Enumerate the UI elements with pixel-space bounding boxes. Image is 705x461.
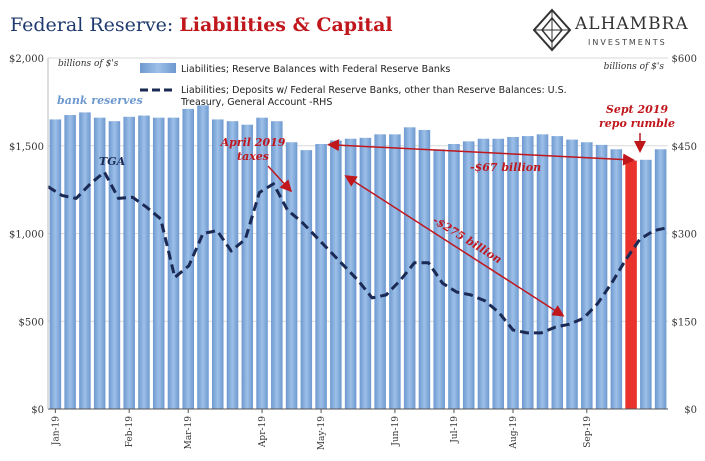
annotation-tga: TGA: [99, 155, 126, 168]
bar: [256, 117, 268, 410]
bar: [108, 121, 121, 410]
bar: [403, 127, 416, 409]
annotation-bank-reserves: bank reserves: [57, 94, 143, 107]
annotation-april-taxes-line2: taxes: [237, 150, 269, 163]
bar: [477, 138, 490, 410]
x-tick-label: Jun-19: [391, 416, 401, 447]
y2-tick-label: $150: [672, 317, 697, 328]
right-unit-label: billions of $'s: [604, 62, 665, 72]
y-tick-label: $2,000: [9, 54, 44, 65]
y-tick-label: $1,500: [9, 142, 44, 153]
bar: [359, 137, 372, 410]
bar: [285, 142, 298, 410]
bar: [640, 159, 652, 409]
bar: [418, 129, 431, 409]
x-tick-label: Feb-19: [125, 416, 135, 448]
annotation-repo-line2: repo rumble: [599, 117, 675, 130]
bar: [536, 134, 549, 409]
bar: [654, 149, 667, 409]
bar: [507, 136, 519, 409]
bar: [79, 112, 91, 409]
bar: [152, 117, 165, 410]
x-tick-label: Jul-19: [450, 416, 460, 444]
y2-tick-label: $450: [672, 142, 697, 153]
title-prefix: Federal Reserve:: [10, 14, 180, 36]
annotation-67b-arrow: [327, 139, 635, 166]
bar: [167, 117, 180, 410]
annotation-april-arrow: [267, 165, 293, 193]
tga-series-line: [47, 170, 669, 335]
y-tick-label: $0: [31, 405, 44, 416]
x-tick-label: May-19: [317, 416, 327, 450]
x-tick-label: Apr-19: [258, 416, 268, 448]
bar: [389, 134, 401, 409]
bar: [271, 121, 283, 410]
bar: [462, 141, 475, 410]
bar: [448, 143, 460, 409]
bar: [123, 116, 135, 409]
x-tick-label: Jan-19: [51, 416, 61, 447]
bar: [49, 119, 62, 410]
annotation-april-taxes-line1: April 2019: [220, 136, 286, 149]
bar: [226, 121, 239, 410]
legend-label-tga-line1: Liabilities; Deposits w/ Federal Reserve…: [181, 85, 567, 96]
legend: Liabilities; Reserve Balances with Feder…: [140, 63, 567, 108]
bar: [300, 150, 313, 409]
legend-label-bars: Liabilities; Reserve Balances with Feder…: [181, 64, 450, 75]
bar: [182, 108, 194, 410]
annotation-67b: -$67 billion: [470, 161, 541, 174]
legend-bar-swatch: [140, 63, 176, 73]
bar: [138, 115, 150, 410]
bar: [197, 105, 209, 409]
bar: [212, 119, 224, 410]
logo-name: ALHAMBRA: [575, 14, 689, 34]
bar: [610, 149, 623, 409]
alhambra-logo: ALHAMBRA INVESTMENTS: [532, 8, 697, 56]
x-tick-label: Mar-19: [184, 416, 194, 450]
bar: [93, 117, 106, 410]
bar: [595, 144, 608, 409]
x-tick-label: Sep-19: [583, 416, 593, 448]
bars-layer: [49, 105, 667, 410]
y2-tick-label: $300: [672, 230, 697, 241]
bar: [315, 143, 327, 409]
bar: [581, 142, 593, 410]
y2-tick-label: $0: [684, 405, 697, 416]
bar: [330, 140, 342, 410]
bar: [522, 136, 534, 409]
annotation-275b-arrow: [344, 175, 565, 317]
chart-title: Federal Reserve: Liabilities & Capital: [10, 14, 393, 36]
title-accent: Liabilities & Capital: [179, 14, 393, 36]
legend-label-tga-line2: Treasury, General Account -RHS: [180, 97, 332, 108]
logo-mark-icon: [532, 8, 572, 52]
tga-line-layer: [47, 170, 669, 335]
y-tick-label: $1,000: [9, 230, 44, 241]
annotation-repo-line1: Sept 2019: [606, 103, 669, 116]
highlight-bar: [625, 160, 637, 409]
axes-layer: $0 $500 $1,000 $1,500 $2,000 $0 $150 $300 $450 $6…: [9, 54, 697, 450]
bar: [433, 149, 445, 409]
bar: [551, 136, 564, 409]
y-tick-label: $500: [19, 317, 44, 328]
bar: [374, 134, 386, 409]
left-unit-label: billions of $'s: [58, 59, 119, 69]
bar: [566, 139, 578, 410]
x-tick-label: Aug-19: [509, 416, 519, 450]
bar: [241, 124, 254, 409]
y2-tick-label: $600: [672, 54, 697, 65]
logo-subtitle: INVESTMENTS: [588, 38, 667, 47]
bar: [64, 115, 76, 409]
